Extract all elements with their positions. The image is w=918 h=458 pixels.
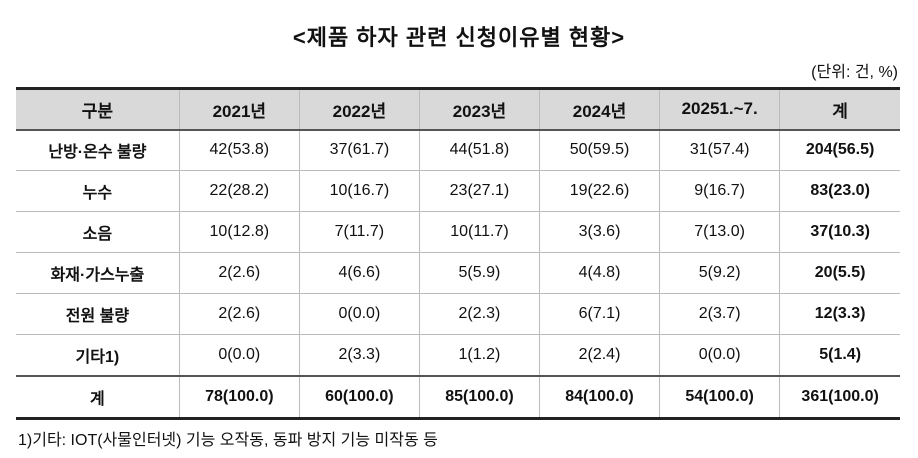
total-cell: 54(100.0) — [659, 375, 781, 419]
table-row: 누수 22(28.2) 10(16.7) 23(27.1) 19(22.6) 9(16.7… — [16, 170, 900, 212]
row-label: 누수 — [16, 170, 180, 212]
table-cell: 0(0.0) — [178, 334, 300, 376]
row-label: 화재·가스누출 — [16, 252, 180, 294]
table-cell: 2(2.4) — [538, 334, 661, 376]
unit-label: (단위: 건, %) — [811, 64, 898, 81]
table-cell: 23(27.1) — [418, 170, 540, 212]
footnote: 1)기타: IOT(사물인터넷) 기능 오작동, 동파 방지 기능 미작동 등 — [18, 432, 438, 449]
column-header: 2023년 — [418, 88, 540, 130]
row-label: 난방·온수 불량 — [16, 129, 180, 171]
table-row: 전원 불량 2(2.6) 0(0.0) 2(2.3) 6(7.1) 2(3.7) 12(3.… — [16, 293, 900, 335]
total-row: 계 78(100.0) 60(100.0) 85(100.0) 84(100.0) 54(… — [16, 375, 900, 419]
table-cell: 2(2.6) — [178, 252, 300, 294]
table-cell: 6(7.1) — [538, 293, 661, 335]
table-cell: 37(61.7) — [298, 129, 420, 171]
table-cell: 50(59.5) — [538, 129, 661, 171]
table-cell: 7(13.0) — [659, 211, 781, 253]
total-cell: 78(100.0) — [178, 375, 300, 419]
total-cell: 361(100.0) — [779, 375, 900, 419]
total-cell: 60(100.0) — [298, 375, 420, 419]
table-row: 기타1) 0(0.0) 2(3.3) 1(1.2) 2(2.4) 0(0.0) 5(1.4) — [16, 334, 900, 376]
column-header: 2024년 — [538, 88, 661, 130]
table-cell: 0(0.0) — [659, 334, 781, 376]
table-row: 화재·가스누출 2(2.6) 4(6.6) 5(5.9) 4(4.8) 5(9.2) 20(… — [16, 252, 900, 294]
table-cell: 10(11.7) — [418, 211, 540, 253]
table-cell: 2(2.6) — [178, 293, 300, 335]
table-cell: 204(56.5) — [779, 129, 900, 171]
table-cell: 3(3.6) — [538, 211, 661, 253]
table-cell: 4(4.8) — [538, 252, 661, 294]
table-cell: 2(3.7) — [659, 293, 781, 335]
table-cell: 2(3.3) — [298, 334, 420, 376]
page-title: <제품 하자 관련 신청이유별 현황> — [292, 25, 626, 50]
table-cell: 0(0.0) — [298, 293, 420, 335]
table-cell: 7(11.7) — [298, 211, 420, 253]
table-cell: 9(16.7) — [659, 170, 781, 212]
header-row: 구분 2021년 2022년 2023년 2024년 20251.~7. 계 — [16, 88, 900, 130]
row-label: 계 — [16, 375, 180, 419]
table-cell: 5(5.9) — [418, 252, 540, 294]
row-label: 소음 — [16, 211, 180, 253]
table-cell: 22(28.2) — [178, 170, 300, 212]
table-cell: 5(1.4) — [779, 334, 900, 376]
table-cell: 2(2.3) — [418, 293, 540, 335]
table-cell: 10(12.8) — [178, 211, 300, 253]
table-row: 소음 10(12.8) 7(11.7) 10(11.7) 3(3.6) 7(13.0) 37… — [16, 211, 900, 253]
column-header: 20251.~7. — [659, 88, 781, 130]
table-cell: 5(9.2) — [659, 252, 781, 294]
table-cell: 10(16.7) — [298, 170, 420, 212]
row-label: 기타1) — [16, 334, 180, 376]
column-header: 2021년 — [178, 88, 300, 130]
table-cell: 12(3.3) — [779, 293, 900, 335]
total-cell: 84(100.0) — [538, 375, 661, 419]
table-cell: 1(1.2) — [418, 334, 540, 376]
table-cell: 37(10.3) — [779, 211, 900, 253]
table-cell: 20(5.5) — [779, 252, 900, 294]
table-cell: 83(23.0) — [779, 170, 900, 212]
table-cell: 42(53.8) — [178, 129, 300, 171]
table-row: 난방·온수 불량 42(53.8) 37(61.7) 44(51.8) 50(59.5)… — [16, 129, 900, 171]
column-header: 구분 — [16, 88, 180, 130]
row-label: 전원 불량 — [16, 293, 180, 335]
complaints-table: 구분 2021년 2022년 2023년 2024년 20251.~7. 계 난방·온수 불… — [16, 87, 900, 420]
column-header: 2022년 — [298, 88, 420, 130]
table-cell: 31(57.4) — [659, 129, 781, 171]
total-cell: 85(100.0) — [418, 375, 540, 419]
table-cell: 19(22.6) — [538, 170, 661, 212]
table-cell: 4(6.6) — [298, 252, 420, 294]
table-cell: 44(51.8) — [418, 129, 540, 171]
column-header: 계 — [779, 88, 900, 130]
